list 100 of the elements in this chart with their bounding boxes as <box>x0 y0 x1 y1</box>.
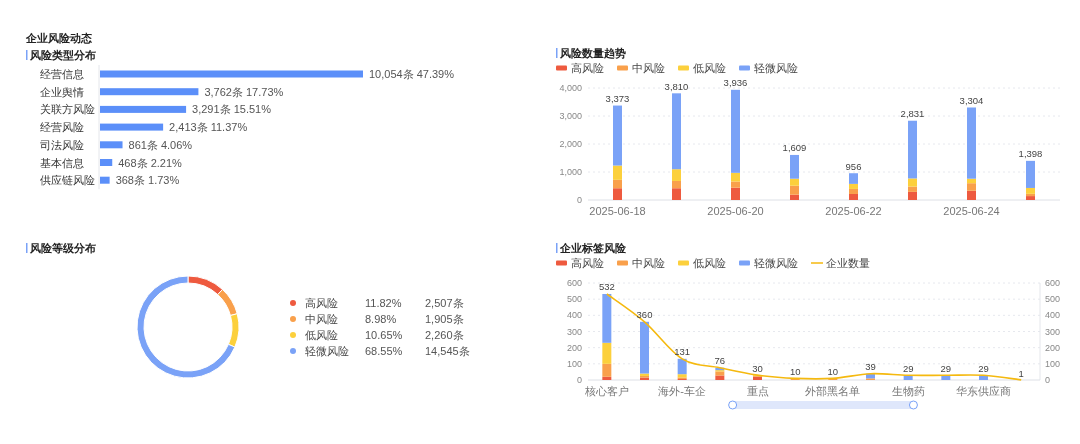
total-label: 30 <box>752 362 763 374</box>
chart-subtitle: 风险类型分布 <box>29 49 96 61</box>
bar <box>731 187 740 200</box>
bar <box>613 165 622 180</box>
y-tick-label: 基本信息 <box>40 156 84 169</box>
total-label: 131 <box>674 346 691 358</box>
total-label: 3,373 <box>605 93 630 105</box>
legend-label: 轻微风险 <box>754 257 798 269</box>
legend-label: 轻微风险 <box>305 345 349 357</box>
bar <box>790 154 799 179</box>
bar <box>967 183 976 191</box>
x-tick-label: 重点 <box>746 385 769 397</box>
total-label: 39 <box>865 361 876 373</box>
y-tick-label: 经营风险 <box>40 121 84 134</box>
y-tick-label: 100 <box>566 358 582 369</box>
bar <box>731 181 740 188</box>
bar <box>672 188 681 200</box>
chart-title: 企业标签风险 <box>559 242 627 254</box>
total-label: 3,936 <box>723 77 748 89</box>
line-series <box>606 293 1022 381</box>
legend-item: 轻微风险 <box>739 62 798 74</box>
x-tick-label: 外部黑名单 <box>805 385 861 397</box>
bar <box>849 173 858 184</box>
chart-title: 风险等级分布 <box>29 242 96 254</box>
y-tick-label: 供应链风险 <box>40 174 95 187</box>
total-label: 76 <box>714 355 726 367</box>
y-tick-label: 经营信息 <box>40 68 84 80</box>
legend-item: 中风险 <box>617 257 665 269</box>
total-label: 956 <box>845 160 862 172</box>
bar <box>672 169 681 181</box>
y-tick-label: 1,000 <box>559 167 582 177</box>
total-label: 360 <box>636 309 653 321</box>
y-tick-label: 2,000 <box>559 139 582 149</box>
y2-tick-label: 400 <box>1045 310 1061 321</box>
y-tick-label: 0 <box>576 375 582 385</box>
legend-label: 低风险 <box>693 62 726 74</box>
total-label: 29 <box>978 362 989 374</box>
bar <box>640 321 649 374</box>
total-label: 1,398 <box>1018 148 1043 160</box>
total-label: 1 <box>1018 367 1024 379</box>
data-label: 861条 4.06% <box>128 138 193 151</box>
bar <box>100 105 187 113</box>
bar <box>677 358 687 375</box>
legend-item: 高风险 <box>556 257 604 269</box>
bar <box>602 363 612 377</box>
chart-title: 企业风险动态 <box>25 32 93 44</box>
legend-label: 中风险 <box>632 62 665 74</box>
x-tick-label: 2025-06-24 <box>943 205 1000 217</box>
bar <box>849 188 858 194</box>
data-label: 3,291条 15.51% <box>192 103 272 116</box>
y2-tick-label: 200 <box>1045 342 1061 353</box>
total-label: 10 <box>789 365 801 377</box>
bar <box>849 193 858 200</box>
legend-label: 高风险 <box>305 297 338 309</box>
bar <box>613 179 622 189</box>
bar <box>602 342 612 364</box>
data-label: 468条 2.21% <box>118 156 183 169</box>
y2-tick-label: 100 <box>1045 358 1061 369</box>
donut-slice <box>136 275 236 379</box>
bar <box>731 172 740 182</box>
total-label: 1,609 <box>782 142 807 154</box>
x-tick-label: 2025-06-20 <box>707 205 764 217</box>
legend-item: 中风险 8.98% 1,905条 <box>290 313 464 325</box>
x-tick-label: 2025-06-22 <box>825 205 882 217</box>
legend-item: 轻微风险 <box>739 257 798 269</box>
bar <box>967 178 976 184</box>
bar <box>100 70 363 78</box>
total-label: 3,810 <box>664 80 689 92</box>
x-tick-label: 核心客户 <box>583 385 629 397</box>
bar <box>672 180 681 189</box>
y-tick-label: 4,000 <box>559 83 582 93</box>
bar <box>731 89 740 173</box>
y-tick-label: 0 <box>576 195 582 205</box>
legend-item: 轻微风险 68.55% 14,545条 <box>290 345 470 357</box>
bar <box>602 293 612 343</box>
bar <box>602 376 612 380</box>
data-label: 10,054条 47.39% <box>369 68 455 80</box>
legend-label: 企业数量 <box>826 257 870 269</box>
bar <box>100 88 199 96</box>
total-label: 29 <box>902 362 914 374</box>
y-tick-label: 200 <box>566 342 582 353</box>
data-label: 3,762条 17.73% <box>204 85 284 98</box>
y-tick-label: 400 <box>566 310 582 321</box>
bar <box>967 107 976 179</box>
bar <box>908 191 917 200</box>
total-label: 2,831 <box>900 108 925 120</box>
y2-tick-label: 300 <box>1045 326 1061 337</box>
bar <box>613 188 622 200</box>
bar <box>790 194 799 200</box>
total-label: 3,304 <box>959 94 984 106</box>
x-tick-label: 华东供应商 <box>956 385 1011 397</box>
y2-tick-label: 0 <box>1045 375 1051 385</box>
bar <box>100 159 113 166</box>
y-tick-label: 300 <box>566 326 582 337</box>
y-tick-label: 3,000 <box>559 111 582 121</box>
legend-label: 轻微风险 <box>754 62 798 74</box>
x-tick-label: 2025-06-18 <box>589 205 646 217</box>
legend-item: 低风险 <box>678 62 726 74</box>
legend-label: 中风险 <box>632 257 665 269</box>
legend-item: 低风险 <box>678 257 726 269</box>
